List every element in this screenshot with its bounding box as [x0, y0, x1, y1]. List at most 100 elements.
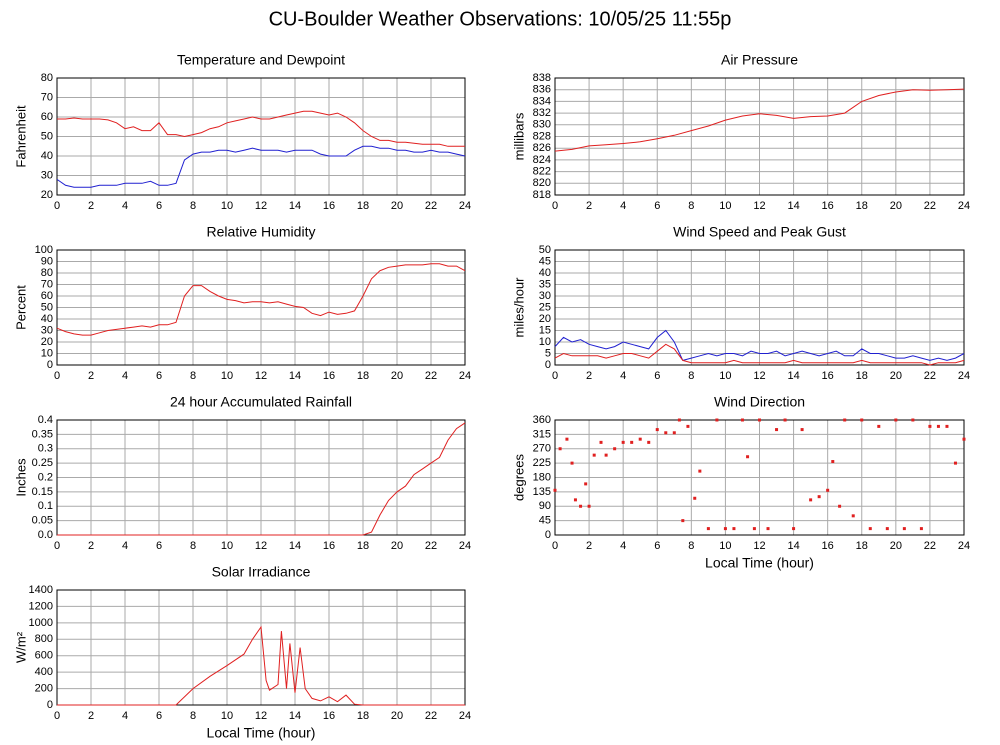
- y-tick-label: 0: [47, 359, 53, 371]
- x-tick-label: 24: [958, 200, 970, 212]
- x-tick-label: 20: [890, 540, 902, 552]
- y-tick-label: 836: [533, 84, 551, 96]
- data-point: [579, 504, 583, 508]
- x-tick-label: 6: [654, 200, 660, 212]
- data-point: [843, 418, 847, 422]
- plot-frame: [56, 77, 466, 196]
- y-tick-label: 225: [533, 457, 551, 469]
- data-point: [838, 504, 842, 508]
- y-tick-label: 90: [539, 500, 551, 512]
- y-tick-label: 15: [539, 324, 551, 336]
- x-tick-label: 24: [958, 370, 970, 382]
- data-point: [592, 453, 596, 457]
- x-tick-label: 10: [719, 540, 731, 552]
- x-tick-label: 2: [88, 370, 94, 382]
- y-axis-label: Fahrenheit: [13, 105, 28, 168]
- data-point: [919, 527, 923, 531]
- page-title: CU-Boulder Weather Observations: 10/05/2…: [269, 8, 732, 30]
- x-tick-label: 4: [122, 540, 128, 552]
- y-tick-label: 838: [533, 72, 551, 84]
- x-tick-label: 6: [156, 370, 162, 382]
- data-point: [902, 527, 906, 531]
- data-point: [936, 424, 940, 428]
- x-tick-label: 8: [190, 370, 196, 382]
- x-tick-label: 12: [255, 710, 267, 722]
- plot-frame: [56, 589, 466, 706]
- data-point: [698, 469, 702, 473]
- data-point: [860, 418, 864, 422]
- data-line: [57, 625, 465, 706]
- data-point: [851, 514, 855, 518]
- y-tick-label: 70: [41, 91, 53, 103]
- data-point: [621, 440, 625, 444]
- y-tick-label: 830: [533, 119, 551, 131]
- y-axis-label: millibars: [511, 112, 526, 160]
- data-point: [647, 440, 651, 444]
- y-axis-label: Percent: [13, 285, 28, 330]
- x-tick-label: 24: [459, 710, 471, 722]
- data-point: [962, 437, 966, 441]
- x-axis-label: Local Time (hour): [705, 555, 814, 571]
- y-tick-label: 90: [41, 255, 53, 267]
- x-tick-label: 8: [688, 200, 694, 212]
- x-tick-label: 6: [156, 540, 162, 552]
- x-tick-label: 14: [787, 540, 799, 552]
- x-tick-label: 20: [391, 540, 403, 552]
- data-point: [945, 424, 949, 428]
- x-tick-label: 20: [391, 370, 403, 382]
- data-point: [587, 504, 591, 508]
- y-tick-label: 45: [539, 515, 551, 527]
- y-tick-label: 0: [545, 359, 551, 371]
- y-tick-label: 832: [533, 107, 551, 119]
- x-tick-label: 6: [654, 540, 660, 552]
- x-tick-label: 8: [190, 710, 196, 722]
- y-tick-label: 1200: [29, 600, 53, 612]
- x-tick-label: 10: [221, 200, 233, 212]
- panel-title: 24 hour Accumulated Rainfall: [170, 394, 352, 410]
- data-point: [877, 424, 881, 428]
- y-tick-label: 20: [41, 189, 53, 201]
- x-tick-label: 24: [459, 540, 471, 552]
- data-line: [57, 422, 466, 536]
- y-tick-label: 70: [41, 278, 53, 290]
- x-tick-label: 2: [88, 710, 94, 722]
- y-tick-label: 50: [41, 301, 53, 313]
- x-tick-label: 20: [391, 200, 403, 212]
- y-tick-label: 135: [533, 486, 551, 498]
- data-point: [681, 519, 685, 523]
- data-point: [928, 424, 932, 428]
- y-tick-label: 20: [539, 313, 551, 325]
- y-tick-label: 50: [41, 130, 53, 142]
- data-point: [693, 496, 697, 500]
- x-tick-label: 0: [552, 540, 558, 552]
- data-point: [706, 527, 710, 531]
- y-tick-label: 0.15: [32, 486, 53, 498]
- x-tick-label: 2: [88, 540, 94, 552]
- x-tick-label: 22: [924, 200, 936, 212]
- y-tick-label: 100: [35, 244, 53, 256]
- x-tick-label: 18: [357, 710, 369, 722]
- y-axis-label: Inches: [13, 458, 28, 497]
- y-tick-label: 180: [533, 471, 551, 483]
- y-tick-label: 0: [545, 529, 551, 541]
- y-tick-label: 45: [539, 255, 551, 267]
- data-point: [558, 447, 562, 451]
- x-tick-label: 14: [787, 370, 799, 382]
- panel-title: Relative Humidity: [207, 224, 316, 240]
- x-tick-label: 12: [753, 540, 765, 552]
- data-line: [56, 145, 466, 188]
- data-point: [553, 488, 557, 492]
- data-point: [584, 482, 588, 486]
- y-tick-label: 200: [35, 682, 53, 694]
- x-tick-label: 6: [156, 710, 162, 722]
- y-tick-label: 820: [533, 177, 551, 189]
- y-tick-label: 0.25: [32, 457, 53, 469]
- panel-title: Solar Irradiance: [212, 564, 311, 580]
- y-tick-label: 834: [533, 95, 551, 107]
- data-point: [826, 488, 830, 492]
- data-point: [766, 527, 770, 531]
- plot-frame: [56, 249, 466, 366]
- data-point: [746, 455, 750, 459]
- x-tick-label: 12: [255, 200, 267, 212]
- data-point: [809, 498, 813, 502]
